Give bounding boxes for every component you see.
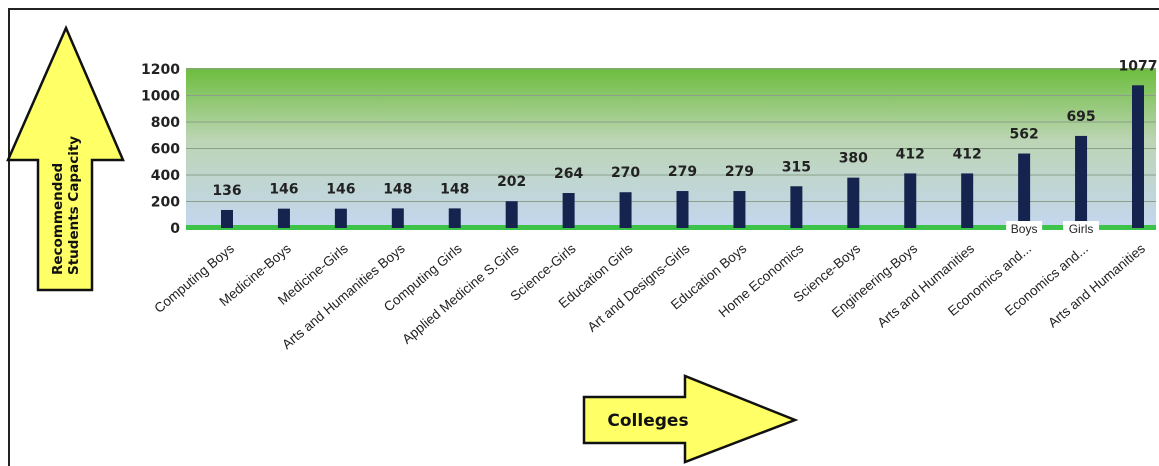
data-label: 146 bbox=[326, 182, 355, 198]
data-label: 270 bbox=[611, 165, 640, 181]
bar-annotations: Boys Girls bbox=[1006, 221, 1100, 237]
y-tick-label: 1000 bbox=[141, 89, 180, 105]
data-label: 148 bbox=[383, 181, 412, 197]
data-label: 148 bbox=[440, 181, 469, 197]
y-axis-arrow: Recommended Students Capacity bbox=[6, 24, 125, 292]
category-label: Art and Designs-Girls bbox=[585, 241, 693, 335]
bar bbox=[1075, 135, 1088, 228]
bar bbox=[961, 173, 974, 228]
bar bbox=[733, 191, 746, 228]
baseline bbox=[186, 225, 1156, 230]
data-label: 1077 bbox=[1119, 58, 1158, 74]
annotation-label: Girls bbox=[1069, 222, 1094, 236]
bar bbox=[904, 173, 917, 228]
x-axis-categories: Computing BoysMedicine-BoysMedicine-Girl… bbox=[151, 241, 1148, 352]
data-label: 315 bbox=[782, 159, 811, 175]
bar bbox=[221, 209, 233, 228]
y-tick-label: 800 bbox=[151, 115, 180, 131]
y-axis-ticks: 0 200 400 600 800 1000 1200 bbox=[141, 62, 180, 237]
data-label: 279 bbox=[668, 164, 697, 180]
bar bbox=[334, 208, 347, 228]
category-label: Applied Medicine S.Girls bbox=[399, 241, 521, 347]
y-tick-label: 400 bbox=[151, 168, 180, 184]
bar bbox=[391, 208, 404, 228]
bar bbox=[505, 201, 518, 228]
data-label: 695 bbox=[1066, 109, 1095, 125]
bars bbox=[221, 85, 1144, 228]
x-axis-label: Colleges bbox=[607, 411, 688, 431]
data-label: 264 bbox=[554, 166, 583, 182]
data-label: 279 bbox=[725, 164, 754, 180]
bar bbox=[1132, 85, 1144, 228]
y-tick-label: 0 bbox=[170, 221, 180, 237]
bar bbox=[1018, 153, 1031, 228]
bar bbox=[790, 186, 803, 228]
y-tick-label: 1200 bbox=[141, 62, 180, 78]
category-label: Arts and Humanities bbox=[1045, 241, 1148, 331]
data-label: 412 bbox=[896, 146, 925, 162]
bar bbox=[562, 193, 575, 228]
y-tick-label: 200 bbox=[151, 195, 180, 211]
data-label: 136 bbox=[212, 183, 241, 199]
data-label: 380 bbox=[839, 151, 868, 167]
data-labels: 136 146 146 148 148 202 264 270 279 279 315 380 412 4… bbox=[212, 58, 1157, 199]
annotation-box bbox=[1006, 221, 1043, 237]
chart-frame bbox=[8, 8, 1159, 466]
data-label: 146 bbox=[269, 182, 298, 198]
category-label: Arts and Humanities bbox=[874, 241, 977, 331]
y-axis-label: Recommended Students Capacity bbox=[50, 136, 82, 275]
x-axis-arrow: Colleges bbox=[582, 374, 799, 464]
bar bbox=[277, 208, 290, 228]
annotation-label: Boys bbox=[1011, 222, 1038, 236]
gridlines bbox=[186, 68, 1156, 202]
bar bbox=[847, 177, 860, 228]
bar bbox=[676, 191, 689, 228]
bar bbox=[448, 208, 461, 228]
y-tick-label: 600 bbox=[151, 142, 180, 158]
annotation-box bbox=[1063, 221, 1100, 237]
data-label: 412 bbox=[953, 146, 982, 162]
data-label: 562 bbox=[1010, 127, 1039, 143]
data-label: 202 bbox=[497, 174, 526, 190]
bar bbox=[619, 192, 632, 228]
